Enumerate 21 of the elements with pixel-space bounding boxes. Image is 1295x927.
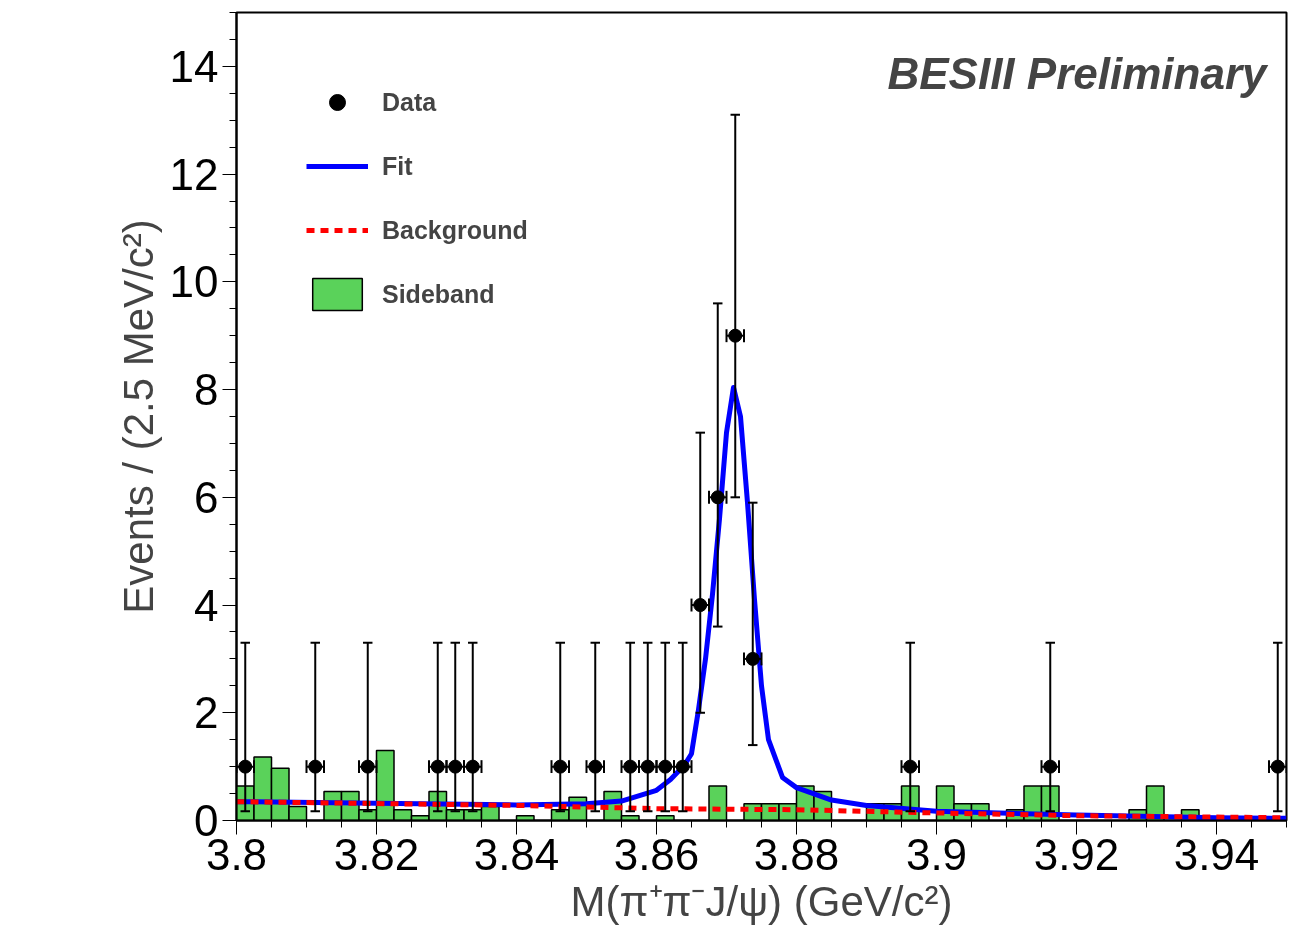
x-tick-label: 3.94 (1173, 829, 1260, 879)
y-tick-label: 6 (194, 472, 219, 522)
y-tick-label: 12 (169, 149, 219, 199)
y-tick-label: 2 (194, 688, 219, 738)
x-tick-label: 3.84 (473, 829, 560, 879)
x-tick-label: 3.9 (905, 829, 968, 879)
y-axis-title: Events / (2.5 MeV/c²) (114, 219, 162, 614)
legend-label: Data (382, 87, 437, 117)
x-tick-label: 3.86 (613, 829, 700, 879)
legend-label: Fit (382, 151, 413, 181)
y-tick-label: 10 (169, 257, 219, 307)
y-tick-label: 4 (194, 580, 219, 630)
legend-label: Sideband (382, 279, 495, 309)
x-axis-title: M(π⁺π⁻J/ψ) (GeV/c²) (570, 877, 953, 925)
y-tick-label: 8 (194, 365, 219, 415)
x-tick-label: 3.88 (753, 829, 840, 879)
x-tick-label: 3.82 (333, 829, 420, 879)
y-tick-label: 14 (169, 41, 219, 91)
x-tick-label: 3.92 (1033, 829, 1120, 879)
annotation: BESIII Preliminary (887, 48, 1270, 98)
legend-label: Background (382, 215, 528, 245)
